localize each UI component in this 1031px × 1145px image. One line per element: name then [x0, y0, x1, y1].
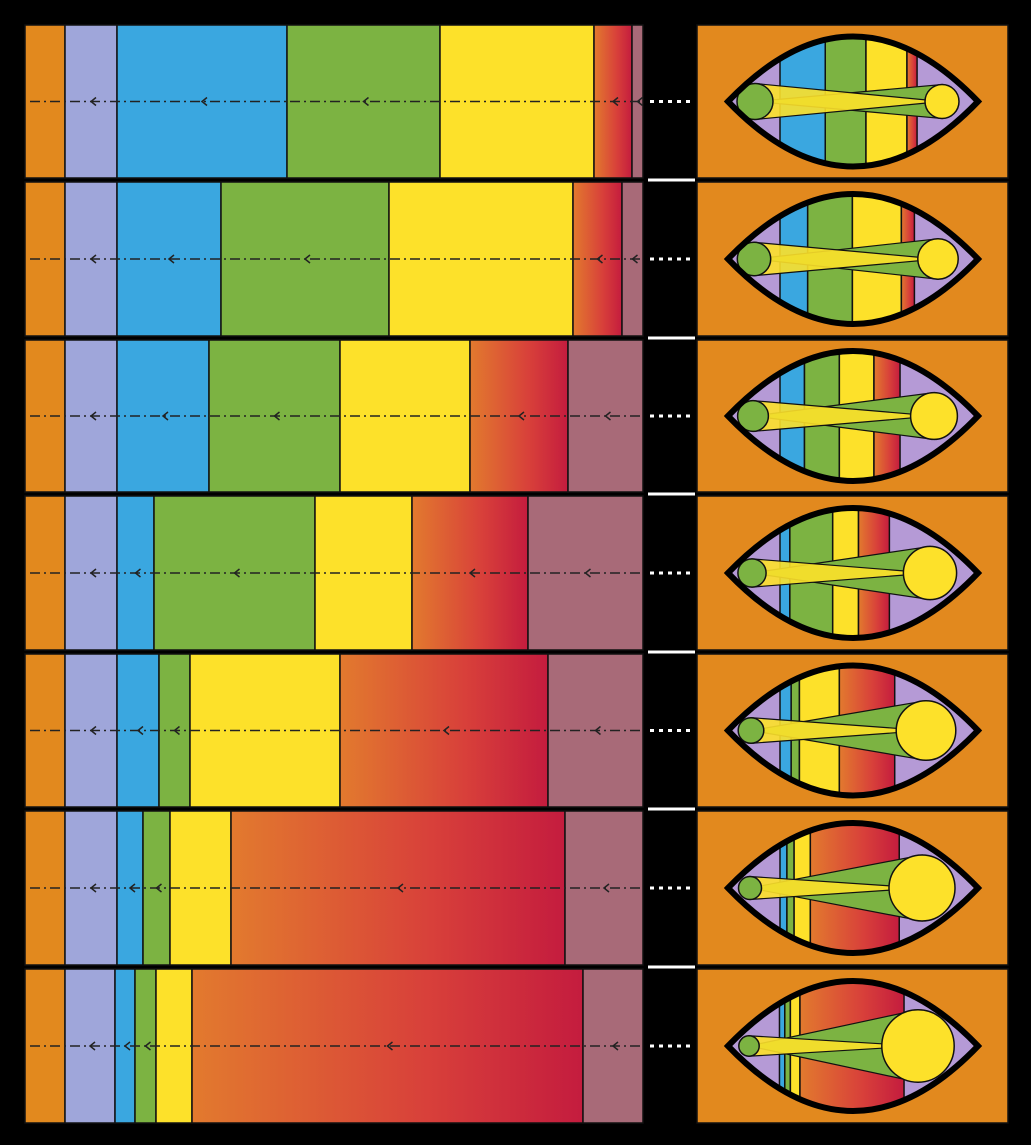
- arrowhead: [611, 96, 619, 107]
- arrowhead: [89, 568, 97, 578]
- arrowhead: [396, 883, 404, 893]
- lens-outline: [723, 348, 983, 484]
- arrowhead: [155, 883, 162, 893]
- arrowhead: [89, 96, 97, 107]
- arrowhead: [604, 411, 611, 421]
- arrowhead: [636, 96, 643, 107]
- right-disc: [888, 854, 956, 922]
- band: [169, 810, 232, 966]
- row: [24, 965, 1009, 1124]
- arrowhead: [89, 883, 97, 893]
- arrowhead: [89, 254, 97, 264]
- arrowhead: [596, 254, 603, 264]
- row: [24, 492, 1009, 651]
- arrowhead: [167, 254, 175, 264]
- row: [24, 336, 1009, 493]
- arrowhead: [173, 725, 180, 736]
- arrowhead: [584, 568, 591, 578]
- right-disc: [917, 238, 959, 280]
- arrowhead: [594, 725, 601, 736]
- arrowhead: [273, 411, 280, 421]
- row: [24, 24, 1009, 179]
- row: [24, 807, 1009, 966]
- arrowhead: [134, 568, 141, 578]
- row: [24, 178, 1009, 337]
- left-disc: [738, 1035, 760, 1057]
- arrowhead: [89, 411, 97, 421]
- arrowhead: [144, 1041, 151, 1051]
- arrowhead: [442, 725, 450, 736]
- lens-outline: [723, 505, 983, 641]
- arrowhead: [200, 96, 208, 107]
- arrowhead: [136, 725, 144, 736]
- arrowhead: [468, 568, 476, 578]
- arrowhead: [89, 725, 97, 736]
- left-disc: [736, 82, 774, 121]
- lens-outline: [723, 33, 983, 170]
- right-disc: [881, 1009, 955, 1083]
- left-disc: [737, 875, 763, 901]
- arrowhead: [123, 1041, 131, 1051]
- arrowhead: [161, 411, 169, 421]
- right-disc: [909, 391, 959, 441]
- arrowhead: [128, 883, 136, 893]
- lens-outline: [723, 662, 983, 799]
- right-disc: [895, 699, 957, 762]
- arrowhead: [517, 411, 525, 421]
- arrowhead: [362, 96, 369, 107]
- arrowhead: [386, 1041, 393, 1051]
- left-disc: [737, 558, 767, 588]
- left-disc: [737, 716, 765, 745]
- left-disc: [736, 241, 772, 277]
- right-disc: [902, 545, 958, 601]
- arrowhead: [602, 883, 610, 893]
- arrowhead: [233, 568, 240, 578]
- left-disc: [736, 399, 770, 433]
- row: [24, 650, 1009, 808]
- lens-outline: [723, 978, 983, 1114]
- arrowhead: [631, 254, 638, 264]
- right-disc: [924, 83, 960, 120]
- arrowhead: [88, 1041, 96, 1051]
- lens-outline: [723, 191, 983, 327]
- arrowhead: [611, 1041, 619, 1051]
- arrowhead: [303, 254, 311, 264]
- lens-outline: [723, 820, 983, 956]
